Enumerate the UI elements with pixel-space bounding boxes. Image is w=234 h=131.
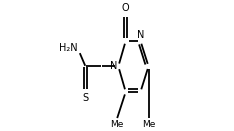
Text: H₂N: H₂N [59,43,77,53]
Text: O: O [122,3,130,13]
Text: Me: Me [142,120,155,129]
Text: N: N [137,30,144,40]
Text: S: S [82,93,88,103]
Text: N: N [110,61,118,71]
Text: Me: Me [110,120,124,129]
